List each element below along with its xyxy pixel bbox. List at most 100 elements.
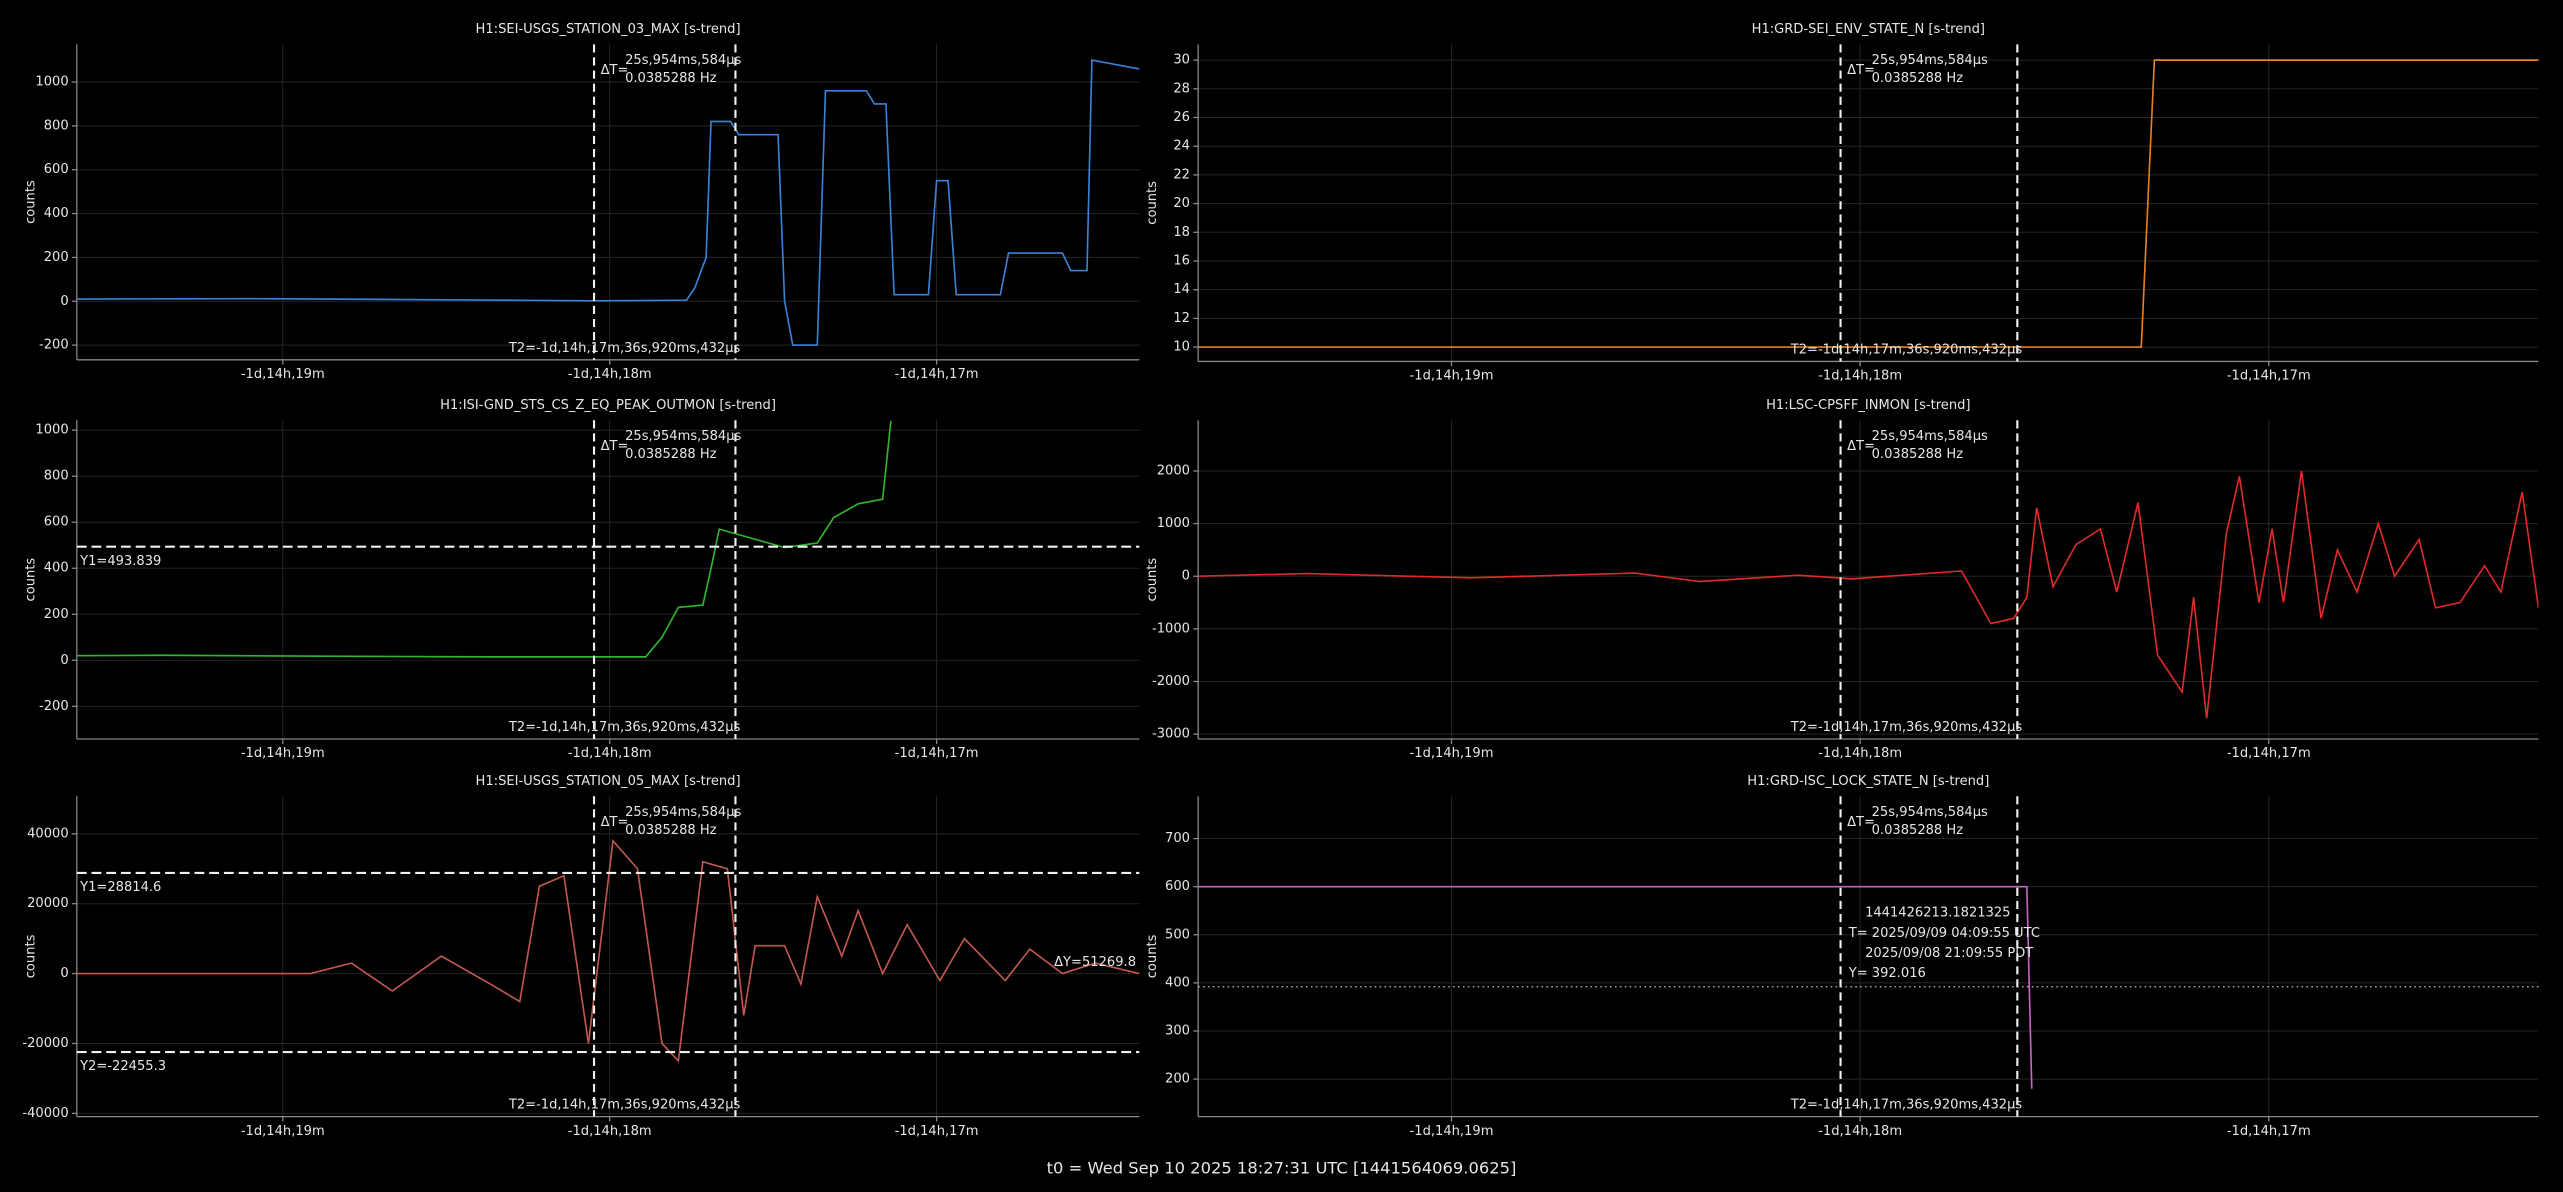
chart-panel: H1:SEI-USGS_STATION_03_MAX [s-trend] coun… [24,22,1140,382]
y-tick-label: 400 [1165,975,1190,990]
chart-title: H1:GRD-ISC_LOCK_STATE_N [s-trend] [1747,774,1989,789]
y-axis-label: counts [1145,558,1160,602]
y-tick-label: 700 [1165,831,1190,846]
chart-panel: H1:LSC-CPSFF_INMON [s-trend] counts -3000 -… [1145,398,2539,761]
y-tick-label: 300 [1165,1023,1190,1038]
delta-t-label: 25s,954ms,584µs [625,53,741,68]
y-tick-label: -40000 [22,1106,68,1121]
y-tick-label: 600 [1165,879,1190,894]
x-tick-label: -1d,14h,17m [2227,369,2311,384]
chart-title: H1:LSC-CPSFF_INMON [s-trend] [1766,398,1970,413]
delta-t-label: 25s,954ms,584µs [1872,53,1988,68]
y-tick-label: 600 [44,515,69,530]
x-tick-label: -1d,14h,19m [1410,369,1494,384]
y-tick-label: 10 [1173,340,1190,355]
y-axis-label: counts [24,558,39,602]
chart-panel: H1:ISI-GND_STS_CS_Z_EQ_PEAK_OUTMON [s-tr… [24,398,1140,761]
y-axis-label: counts [1145,181,1160,225]
y-tick-label: -1000 [1152,621,1190,636]
series-line [76,59,1140,346]
x-tick-label: -1d,14h,19m [1410,1124,1494,1139]
delta-t-prefix: ΔT= [601,815,629,830]
y-tick-label: 400 [44,561,69,576]
tooltip-line: T= 2025/09/09 04:09:55 UTC [1848,926,2040,941]
y-tick-label: 1000 [35,423,68,438]
x-tick-label: -1d,14h,18m [568,367,652,382]
y-tick-label: 18 [1173,225,1190,240]
frequency-label: 0.0385288 Hz [625,823,717,838]
y-tick-label: 0 [60,966,68,981]
chart-title: H1:SEI-USGS_STATION_05_MAX [s-trend] [476,774,741,789]
frequency-label: 0.0385288 Hz [1872,823,1964,838]
y-tick-label: 800 [44,469,69,484]
x-tick-label: -1d,14h,18m [1818,369,1902,384]
y-cursor-label: Y2=-22455.3 [79,1059,166,1074]
delta-t-label: 25s,954ms,584µs [625,805,741,820]
y-tick-label: 400 [44,206,69,221]
t2-label: T2=-1d,14h,17m,36s,920ms,432µs [508,1098,741,1113]
tooltip-line: 1441426213.1821325 [1865,906,2010,921]
y-tick-label: 0 [60,294,68,309]
series-line [1198,885,2033,1089]
y-tick-label: 1000 [1157,516,1190,531]
y-tick-label: 20000 [27,896,69,911]
y-tick-label: -20000 [22,1036,68,1051]
y-tick-label: 12 [1173,311,1190,326]
frequency-label: 0.0385288 Hz [625,71,717,86]
x-tick-label: -1d,14h,17m [895,746,979,761]
y-axis-label: counts [1145,934,1160,978]
y-tick-label: 26 [1173,110,1190,125]
series-line [1198,470,2539,719]
x-tick-label: -1d,14h,18m [1818,1124,1902,1139]
y-axis-label: counts [24,934,39,978]
tooltip-line: 2025/09/08 21:09:55 PDT [1865,946,2034,961]
t2-label: T2=-1d,14h,17m,36s,920ms,432µs [508,341,741,356]
series-line [1198,59,2539,348]
delta-t-prefix: ΔT= [1847,815,1875,830]
chart-panel: H1:GRD-ISC_LOCK_STATE_N [s-trend] counts 2… [1145,774,2539,1139]
y-tick-label: 22 [1173,167,1190,182]
chart-panel: H1:SEI-USGS_STATION_05_MAX [s-trend] coun… [22,774,1140,1139]
t2-label: T2=-1d,14h,17m,36s,920ms,432µs [1790,1098,2023,1113]
delta-t-label: 25s,954ms,584µs [625,429,741,444]
frequency-label: 0.0385288 Hz [625,447,717,462]
y-tick-label: 200 [1165,1072,1190,1087]
t2-label: T2=-1d,14h,17m,36s,920ms,432µs [1790,342,2023,357]
delta-t-prefix: ΔT= [1847,439,1875,454]
y-tick-label: 28 [1173,81,1190,96]
chart-title: H1:ISI-GND_STS_CS_Z_EQ_PEAK_OUTMON [s-tr… [440,398,776,413]
delta-t-label: 25s,954ms,584µs [1872,429,1988,444]
y-tick-label: 24 [1173,139,1190,154]
delta-t-prefix: ΔT= [601,439,629,454]
x-tick-label: -1d,14h,18m [1818,746,1902,761]
y-tick-label: -200 [39,699,69,714]
y-tick-label: 1000 [35,75,68,90]
x-tick-label: -1d,14h,19m [1410,746,1494,761]
t2-label: T2=-1d,14h,17m,36s,920ms,432µs [1790,720,2023,735]
y-tick-label: 20 [1173,196,1190,211]
y-tick-label: 600 [44,162,69,177]
x-tick-label: -1d,14h,17m [895,367,979,382]
frequency-label: 0.0385288 Hz [1872,71,1964,86]
delta-t-prefix: ΔT= [601,63,629,78]
tooltip-value: Y= 392.016 [1848,966,1926,981]
x-tick-label: -1d,14h,17m [2227,1124,2311,1139]
x-tick-label: -1d,14h,19m [241,746,325,761]
x-tick-label: -1d,14h,18m [568,1124,652,1139]
y-tick-label: 200 [44,250,69,265]
y-tick-label: 2000 [1157,463,1190,478]
y-tick-label: 30 [1173,53,1190,68]
x-tick-label: -1d,14h,17m [2227,746,2311,761]
y-tick-label: 40000 [27,826,69,841]
y-tick-label: 800 [44,118,69,133]
y-tick-label: 0 [60,653,68,668]
x-tick-label: -1d,14h,18m [568,746,652,761]
y-axis-label: counts [24,180,39,224]
chart-panel: H1:GRD-SEI_ENV_STATE_N [s-trend] counts 10… [1145,22,2539,384]
chart-title: H1:SEI-USGS_STATION_03_MAX [s-trend] [476,22,741,37]
y-cursor-label: Y1=28814.6 [79,880,161,895]
y-tick-label: 200 [44,607,69,622]
delta-t-label: 25s,954ms,584µs [1872,805,1988,820]
